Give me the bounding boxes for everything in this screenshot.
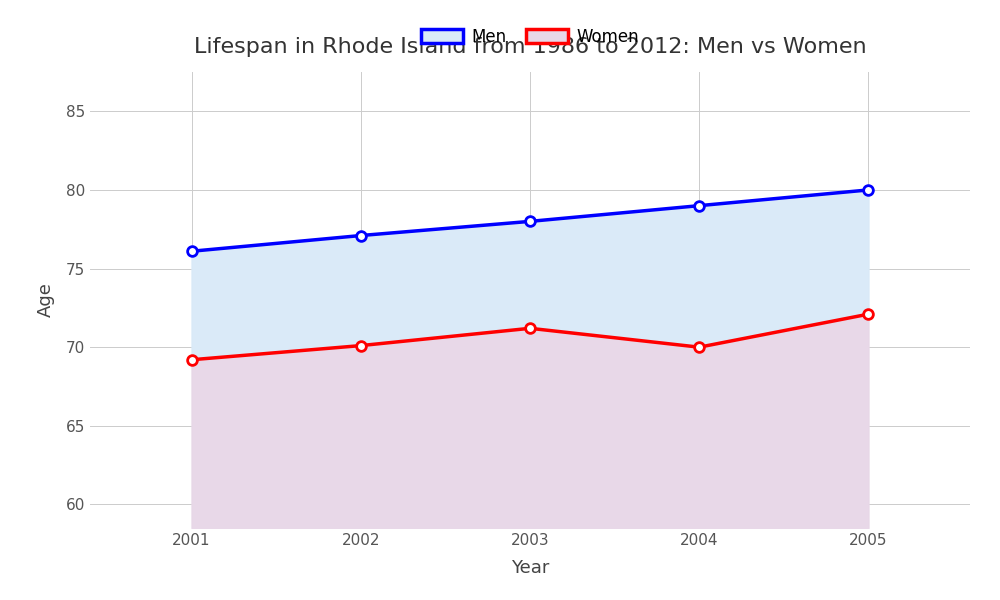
Title: Lifespan in Rhode Island from 1986 to 2012: Men vs Women: Lifespan in Rhode Island from 1986 to 20…	[194, 37, 866, 56]
Y-axis label: Age: Age	[37, 283, 55, 317]
Legend: Men, Women: Men, Women	[414, 21, 646, 52]
X-axis label: Year: Year	[511, 559, 549, 577]
